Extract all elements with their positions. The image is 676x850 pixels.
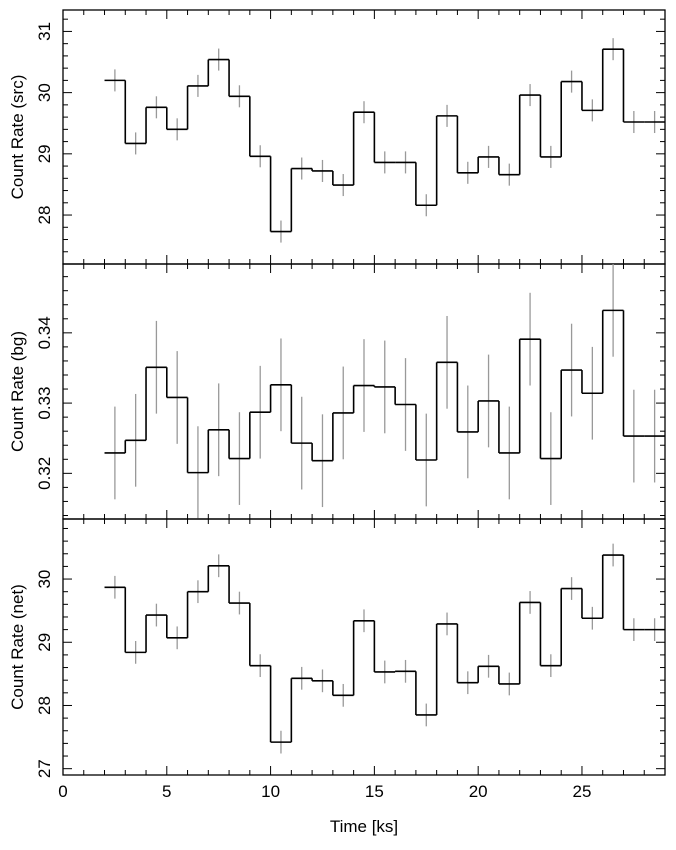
x-axis-label: Time [ks]	[330, 817, 398, 836]
x-tick-label: 20	[469, 782, 488, 801]
y-axis-label-src: Count Rate (src)	[8, 75, 27, 200]
panel-net: 27 28 29 30 Count Rate (net) 0 5 10 15 20 25 Time […	[8, 518, 666, 836]
x-tick-label: 0	[58, 782, 67, 801]
x-tick-label: 10	[261, 782, 280, 801]
y-axis-label-net: Count Rate (net)	[8, 584, 27, 710]
panel-frame-net	[62, 518, 666, 776]
y-tick-label: 28	[35, 696, 54, 715]
y-axis-label-bg: Count Rate (bg)	[8, 331, 27, 452]
y-tick-label: 30	[35, 83, 54, 102]
y-tick-label: 29	[35, 633, 54, 652]
y-tick-label: 29	[35, 144, 54, 163]
y-tick-label: 31	[35, 22, 54, 41]
panel-src: 28 29 30 31 Count Rate (src)	[8, 9, 666, 265]
panel-bg: 0.32 0.33 0.34 Count Rate (bg)	[8, 263, 666, 520]
y-tick-label: 30	[35, 570, 54, 589]
panel-frame-src	[62, 9, 666, 265]
x-tick-label: 15	[365, 782, 384, 801]
x-tick-label: 25	[573, 782, 592, 801]
y-tick-label: 0.34	[35, 316, 54, 349]
y-tick-label: 0.32	[35, 457, 54, 490]
y-tick-label: 28	[35, 206, 54, 225]
x-tick-label: 5	[162, 782, 171, 801]
y-tick-label: 0.33	[35, 387, 54, 420]
y-tick-label: 27	[35, 759, 54, 778]
